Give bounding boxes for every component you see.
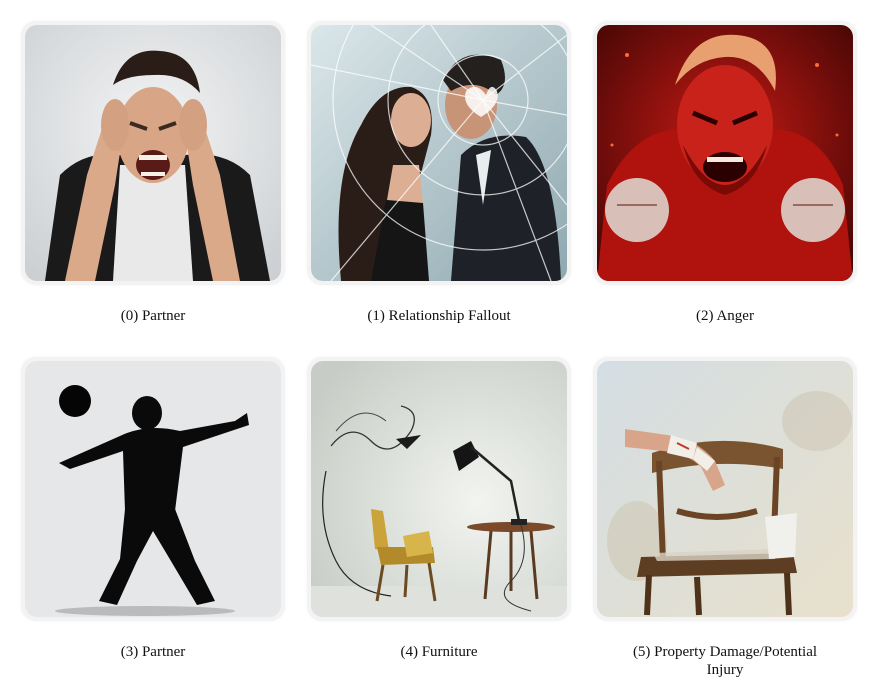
image-card-3 [21,357,285,621]
silhouette-throwing-image [25,361,281,617]
caption-3: (3) Partner [120,644,186,660]
image-card-1 [307,21,571,285]
image-card-4 [307,357,571,621]
caption-0: (0) Partner [120,308,186,324]
furniture-scene-image [311,361,567,617]
caption-5: (5) Property Damage/Potential Injury [593,643,857,679]
caption-5-text: (5) Property Damage/Potential Injury [632,644,818,678]
caption-1: (1) Relationship Fallout [367,308,511,324]
image-card-5 [593,357,857,621]
couple-arguing-image [311,25,567,281]
image-card-0 [21,21,285,285]
caption-2: (2) Anger [696,308,754,324]
enraged-man-image [597,25,853,281]
bandaged-arm-chair-image [597,361,853,617]
screaming-man-image [25,25,281,281]
caption-4: (4) Furniture [400,644,478,660]
image-card-2 [593,21,857,285]
